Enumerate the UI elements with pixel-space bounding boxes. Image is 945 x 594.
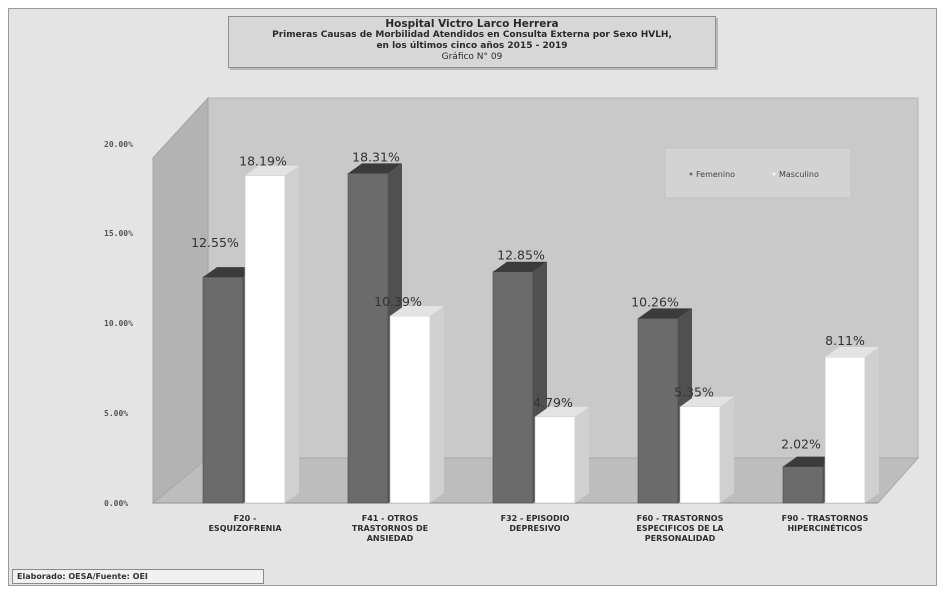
category-label: F20 - <box>234 514 257 523</box>
bar-femenino <box>782 466 824 504</box>
bar-masculino <box>679 406 721 504</box>
bar-top-femenino <box>783 456 837 467</box>
bar-side-masculino <box>575 406 589 503</box>
data-label: 12.55% <box>191 235 239 250</box>
bar-masculino <box>824 356 866 504</box>
category-label: DEPRESIVO <box>509 524 560 533</box>
bar-top-femenino <box>203 267 257 278</box>
chart-title-line-4: Gráfico N° 09 <box>441 52 503 62</box>
bar-masculino <box>534 416 576 504</box>
data-label: 8.11% <box>825 333 865 348</box>
bar-top-masculino <box>825 347 879 358</box>
y-tick-label: 10.00% <box>104 319 133 328</box>
category-label: ESPECIFICOS DE LA <box>636 524 724 533</box>
bar-femenino <box>347 173 389 504</box>
y-tick-label: 15.00% <box>104 229 133 238</box>
bar-masculino <box>389 315 431 504</box>
bar-femenino <box>202 276 244 504</box>
legend-marker-femenino <box>689 172 693 176</box>
legend-label-femenino: Femenino <box>696 170 735 179</box>
bar-femenino <box>637 318 679 504</box>
category-label: TRASTORNOS DE <box>352 524 428 533</box>
legend-label-masculino: Masculino <box>779 170 819 179</box>
bar-femenino <box>492 271 534 504</box>
bar-top-masculino <box>680 396 734 407</box>
y-tick-label: 0.00% <box>104 499 128 508</box>
bar-side-masculino <box>430 305 444 503</box>
bar-top-masculino <box>390 305 444 316</box>
chart-title-line-2: Primeras Causas de Morbilidad Atendidos … <box>272 30 672 40</box>
category-label: F32 - EPISODIO <box>501 514 570 523</box>
category-label: F90 - TRASTORNOS <box>782 514 869 523</box>
bar-top-masculino <box>245 165 299 176</box>
bar-side-masculino <box>285 165 299 503</box>
data-label: 2.02% <box>781 437 821 452</box>
bar-top-femenino <box>348 163 402 174</box>
category-label: PERSONALIDAD <box>645 534 716 543</box>
legend-box <box>664 147 852 199</box>
data-label: 4.79% <box>533 395 573 410</box>
side-wall <box>152 96 209 505</box>
category-label: HIPERCINÉTICOS <box>787 522 862 533</box>
data-label: 12.85% <box>497 248 545 263</box>
bar-top-masculino <box>535 406 589 417</box>
category-label: ANSIEDAD <box>367 534 414 543</box>
bar-top-femenino <box>638 308 692 319</box>
bar-side-masculino <box>865 347 879 503</box>
chart-title-line-3: en los últimos cinco años 2015 - 2019 <box>376 41 568 51</box>
bar-top-femenino <box>493 261 547 272</box>
y-tick-label: 20.00% <box>104 140 133 149</box>
y-tick-label: 5.00% <box>104 409 128 418</box>
data-label: 5.35% <box>674 385 714 400</box>
chart-title-box: Hospital Victro Larco Herrera Primeras C… <box>228 16 716 68</box>
chart-title-line-1: Hospital Victro Larco Herrera <box>385 18 559 30</box>
data-label: 18.31% <box>352 149 400 164</box>
category-label: ESQUIZOFRENIA <box>208 524 282 533</box>
data-label: 18.19% <box>239 154 287 169</box>
legend-marker-masculino <box>772 172 776 176</box>
source-footer: Elaborado: OESA/Fuente: OEI <box>12 569 264 584</box>
data-label: 10.39% <box>374 294 422 309</box>
category-label: F41 - OTROS <box>362 514 419 523</box>
bar-masculino <box>244 175 286 504</box>
data-label: 10.26% <box>631 294 679 309</box>
bar-side-masculino <box>720 396 734 503</box>
category-label: F60 - TRASTORNOS <box>637 514 724 523</box>
